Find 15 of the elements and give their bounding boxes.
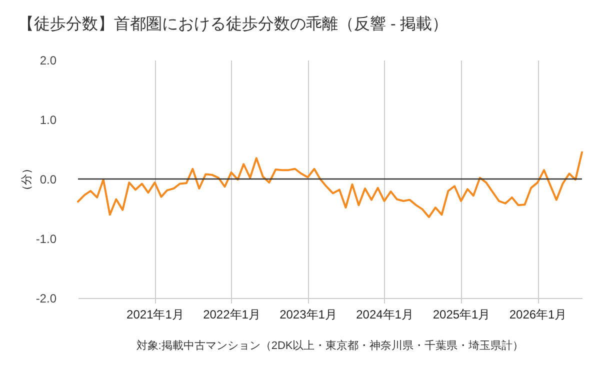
x-tick-label: 2026年1月 bbox=[509, 308, 567, 322]
line-series bbox=[77, 151, 583, 218]
chart-title: 【徒歩分数】首都圏における徒歩分数の乖離（反響 - 掲載） bbox=[18, 15, 448, 33]
x-tick-label: 2024年1月 bbox=[356, 308, 414, 322]
x-tick-label: 2022年1月 bbox=[203, 308, 260, 322]
text: 対象:掲載中古マンション（2DK以上・東京都・神奈川県・千葉県・埼玉県計） bbox=[136, 339, 524, 352]
y-tick-label: -2.0 bbox=[36, 292, 57, 306]
x-tick-label: 2025年1月 bbox=[432, 308, 490, 322]
y-tick-label: -1.0 bbox=[36, 232, 57, 246]
y-tick-label: 2.0 bbox=[40, 54, 57, 68]
y-axis-title: （分） bbox=[20, 163, 33, 196]
x-tick-label: 2021年1月 bbox=[126, 308, 184, 322]
x-tick-label: 2023年1月 bbox=[280, 308, 337, 322]
y-tick-label: 0.0 bbox=[40, 172, 57, 186]
y-tick-label: 1.0 bbox=[40, 113, 57, 127]
